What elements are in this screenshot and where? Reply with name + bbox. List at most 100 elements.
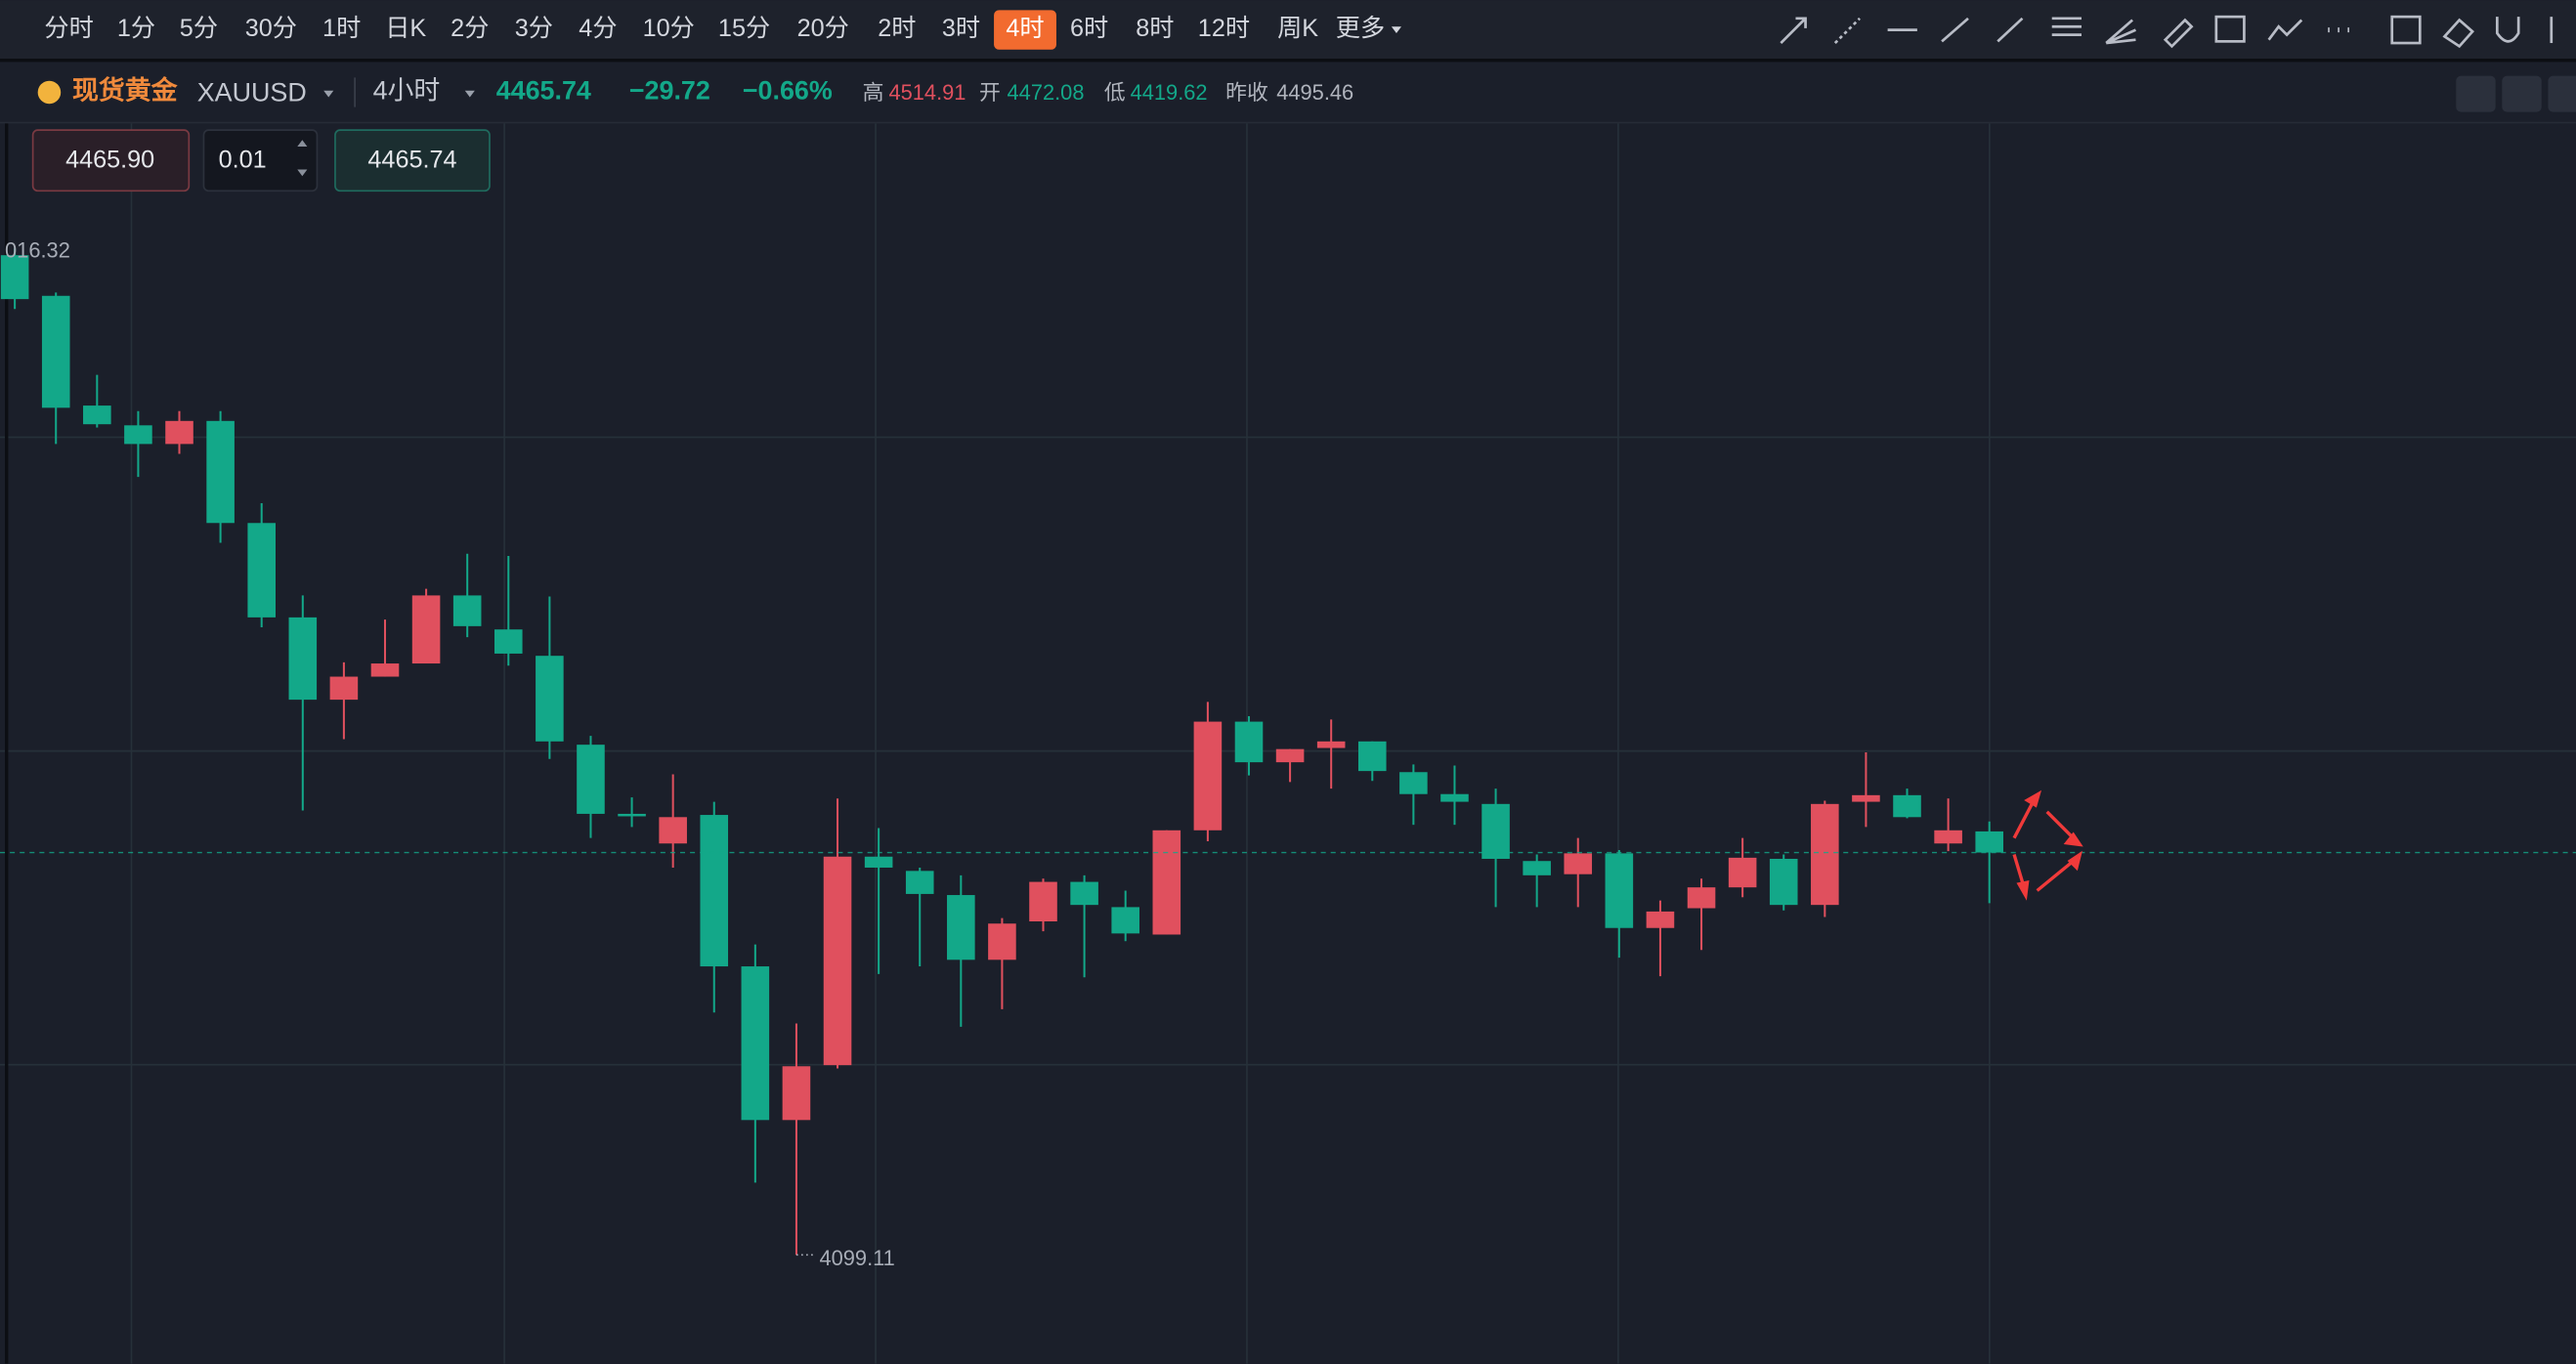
last-price: 4465.74 [496, 76, 591, 106]
panel-button[interactable] [2502, 75, 2542, 112]
buy-button[interactable] [334, 129, 491, 192]
qty-value[interactable]: 0.01 [219, 147, 267, 174]
interval-button[interactable]: 2分 [451, 15, 489, 42]
tool-wave[interactable] [2267, 19, 2303, 41]
candle-body [1811, 803, 1839, 906]
candle-body [1070, 881, 1098, 906]
candle-body [577, 745, 605, 814]
sell-button[interactable] [31, 129, 191, 192]
interval-button[interactable]: 日K [385, 15, 426, 42]
interval-button[interactable]: 6时 [1070, 15, 1108, 42]
symbol-code[interactable]: XAUUSD [197, 77, 307, 107]
symbol-name: 现货黄金 [72, 75, 178, 106]
interval-button[interactable]: 15分 [718, 15, 770, 42]
arrow [2012, 799, 2036, 839]
dropdown-caret [323, 90, 334, 98]
interval-button[interactable]: 3时 [942, 15, 980, 42]
candle-body [1481, 803, 1510, 859]
candle-body [741, 966, 770, 1121]
tool-image[interactable] [2214, 15, 2246, 43]
interval-button[interactable]: 1分 [117, 15, 155, 42]
candle-body [947, 895, 975, 960]
candle-body [288, 617, 318, 701]
interval-button[interactable]: 4分 [579, 15, 617, 42]
tool-trend[interactable] [1996, 17, 2024, 43]
interval-button[interactable]: 30分 [245, 15, 297, 42]
tool-fan[interactable] [2105, 19, 2137, 45]
candle-body [1564, 853, 1593, 874]
candle-body [1975, 831, 2003, 853]
high-marker-label: 016.32 [5, 238, 70, 263]
prev-close-label: 昨收 [1225, 80, 1268, 105]
tool-pen[interactable] [2163, 18, 2194, 49]
interval-button[interactable]: 12时 [1198, 15, 1250, 42]
interval-button[interactable]: 4时 [1006, 15, 1044, 42]
high-label: 高 [863, 80, 884, 105]
tool-arrow[interactable] [1780, 17, 1807, 44]
candle-body [1687, 887, 1716, 909]
arrow-head [2016, 879, 2030, 901]
panel-button[interactable] [2548, 75, 2576, 112]
dropdown-caret [1391, 26, 1401, 33]
candle-body [247, 523, 276, 618]
candle-body [1523, 861, 1551, 875]
candle-body [494, 629, 523, 654]
buy-price[interactable]: 4465.74 [367, 147, 456, 174]
interval-button[interactable]: 20分 [797, 15, 849, 42]
open-value: 4472.08 [1008, 80, 1085, 105]
candle-body [41, 295, 70, 408]
candle-body [988, 923, 1016, 960]
candle-body [124, 425, 152, 445]
interval-button[interactable]: 3分 [515, 15, 553, 42]
drawing-tools [1780, 15, 2554, 49]
interval-button[interactable]: 分时 [44, 15, 93, 42]
interval-button[interactable]: 1时 [322, 15, 361, 42]
candle-body [1399, 772, 1428, 794]
candle-body [782, 1066, 811, 1121]
tool-ray[interactable] [1833, 17, 1861, 44]
interval-button[interactable]: 8时 [1136, 15, 1174, 42]
candle-body [1893, 794, 1921, 818]
candle-body [206, 420, 235, 524]
interval-button[interactable]: 更多 [1336, 15, 1385, 42]
candle-body [1111, 907, 1139, 934]
interval-button[interactable]: 5分 [180, 15, 218, 42]
annotation-arrows [2012, 789, 2083, 901]
tool-segment[interactable] [1941, 17, 1969, 43]
sell-price[interactable]: 4465.90 [65, 147, 154, 174]
qty-input[interactable] [202, 129, 319, 192]
price-change: −29.72 [629, 76, 710, 106]
low-value: 4419.62 [1131, 80, 1208, 105]
candle-body [905, 871, 934, 894]
candle-body [1646, 911, 1675, 928]
tool-magnet[interactable] [2495, 17, 2520, 43]
candles: 016.32 4099.11 [0, 238, 2576, 1270]
tool-fib[interactable] [2051, 17, 2082, 36]
candle-body [1234, 721, 1264, 763]
candle-body [329, 676, 359, 701]
candle-body [370, 663, 400, 677]
prev-close-value: 4495.46 [1276, 80, 1353, 105]
interval-button[interactable]: 10分 [643, 15, 695, 42]
interval-button[interactable]: 周K [1277, 15, 1318, 42]
panel-button[interactable] [2456, 75, 2496, 112]
toolbar [0, 0, 2576, 60]
interval-active [994, 10, 1056, 50]
tool-eraser[interactable] [2442, 18, 2474, 49]
candle-body [1728, 857, 1757, 888]
arrow-head [2024, 789, 2042, 808]
tool-note[interactable] [2390, 15, 2422, 45]
dropdown-caret [464, 90, 475, 98]
interval-bar: 分时 1分 5分 30分 1时 日K 2分 3分 4分 10分 15分 20分 2时 3时 4时 6时 8时 12… [44, 10, 1401, 50]
candle-body [1934, 830, 1962, 844]
candle-body [823, 856, 852, 1066]
low-marker-label: 4099.11 [819, 1246, 894, 1270]
interval-button[interactable]: 2时 [878, 15, 916, 42]
arrow [2045, 810, 2075, 839]
low-label: 低 [1104, 80, 1126, 105]
high-value: 4514.91 [888, 80, 966, 105]
price-change-pct: −0.66% [743, 76, 833, 106]
period[interactable]: 4小时 [373, 76, 441, 106]
candle-body [1193, 721, 1223, 831]
